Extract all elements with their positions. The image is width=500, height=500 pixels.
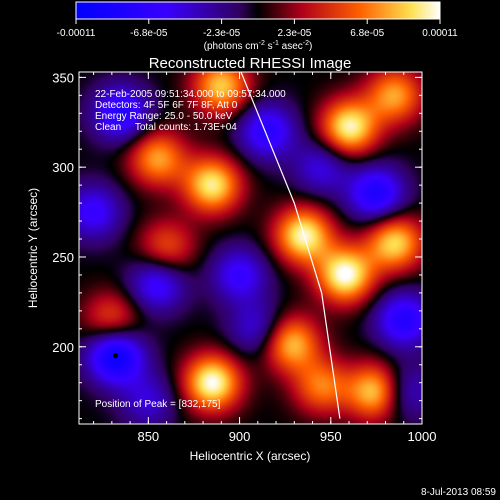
y-axis-ticks: 200 250 300 350: [52, 70, 422, 420]
y-tick-label: 200: [52, 340, 74, 355]
colorbar-tick-label: -2.3e-05: [203, 28, 241, 39]
x-tick-label: 1000: [408, 429, 437, 444]
x-tick-label: 900: [229, 429, 251, 444]
colorbar-label: (photons cm-2 s-1 asec-2): [204, 40, 313, 52]
x-tick-label: 950: [320, 429, 342, 444]
y-axis-label: Heliocentric Y (arcsec): [26, 188, 40, 308]
x-axis-label: Heliocentric X (arcsec): [190, 449, 311, 463]
colorbar-ticks: -0.00011 -6.8e-05 -2.3e-05 2.3e-05 6.8e-05 0.…: [57, 19, 458, 39]
annotation-clean: Clean Total counts: 1.73E+04: [95, 122, 237, 133]
colorbar: [75, 1, 441, 20]
colorbar-tick-label: 2.3e-05: [277, 28, 311, 39]
colorbar-tick-label: 0.00011: [422, 28, 458, 39]
x-tick-label: 850: [137, 429, 159, 444]
chart-title: Reconstructed RHESSI Image: [149, 55, 352, 72]
peak-marker: [112, 353, 118, 359]
plot-frame: [78, 71, 423, 425]
x-axis-ticks: 850 900 950 1000: [93, 72, 437, 444]
y-tick-label: 350: [52, 70, 74, 85]
colorbar-tick-label: -6.8e-05: [130, 28, 168, 39]
colorbar-tick-label: -0.00011: [57, 28, 96, 39]
annotation-time: 22-Feb-2005 09:51:34.000 to 09:57:34.000: [95, 89, 286, 100]
y-tick-label: 250: [52, 250, 74, 265]
solar-limb-curve: [240, 72, 341, 419]
colorbar-tick-label: 6.8e-05: [350, 28, 384, 39]
heatmap-image: [79, 72, 422, 424]
peak-position-label: Position of Peak = [832,175]: [95, 399, 221, 410]
y-tick-label: 300: [52, 160, 74, 175]
annotation-energy: Energy Range: 25.0 - 50.0 keV: [95, 111, 233, 122]
footer-date: 8-Jul-2013 08:59: [421, 487, 496, 498]
annotation-detectors: Detectors: 4F 5F 6F 7F 8F, Att 0: [95, 100, 238, 111]
